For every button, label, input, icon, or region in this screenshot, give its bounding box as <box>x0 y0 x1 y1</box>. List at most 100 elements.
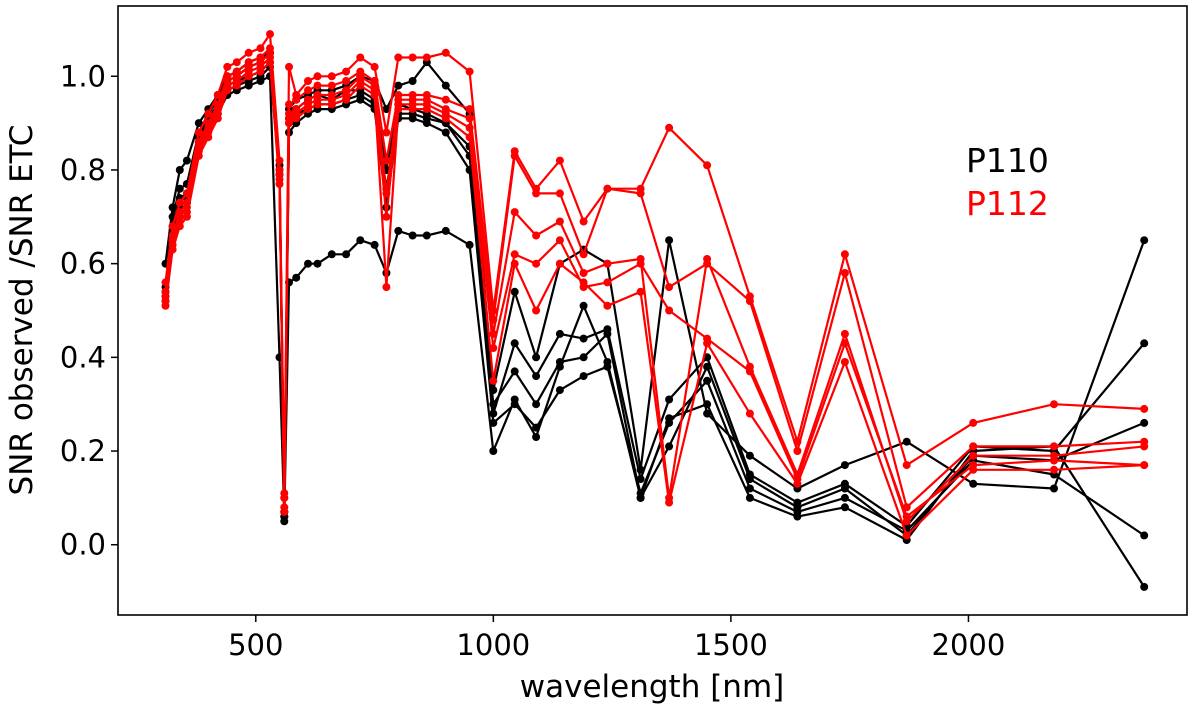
data-point <box>532 400 541 409</box>
data-point <box>194 119 203 128</box>
data-point <box>840 329 849 338</box>
data-point <box>232 81 241 90</box>
data-point <box>1140 531 1149 540</box>
series-layer <box>161 30 1149 591</box>
data-point <box>292 114 301 123</box>
data-point <box>292 273 301 282</box>
data-point <box>285 119 293 128</box>
data-point <box>665 236 674 245</box>
data-point <box>408 53 417 62</box>
data-point <box>356 53 365 62</box>
data-point <box>285 62 293 71</box>
data-point <box>489 409 498 418</box>
data-point <box>394 105 403 114</box>
data-point <box>665 306 674 315</box>
series-line <box>164 51 1146 513</box>
data-point <box>232 58 241 67</box>
data-point <box>840 503 849 512</box>
data-point <box>382 105 391 114</box>
data-point <box>408 231 417 240</box>
data-point <box>168 203 177 212</box>
data-point <box>422 105 431 114</box>
data-point <box>304 259 312 268</box>
series-p110-4 <box>161 72 1149 591</box>
data-point <box>555 189 564 198</box>
data-point <box>441 95 450 104</box>
data-point <box>603 278 612 287</box>
data-point <box>1050 400 1058 409</box>
data-point <box>969 465 978 474</box>
data-point <box>745 470 754 479</box>
data-point <box>356 236 365 245</box>
data-point <box>175 198 184 207</box>
data-point <box>793 479 802 488</box>
data-point <box>579 217 588 226</box>
x-tick-label: 1000 <box>456 628 530 662</box>
data-point <box>285 100 293 109</box>
data-point <box>382 283 391 292</box>
data-point <box>665 414 674 423</box>
data-point <box>555 259 564 268</box>
data-point <box>465 67 474 76</box>
data-point <box>342 95 351 104</box>
data-point <box>745 493 754 502</box>
data-point <box>840 269 849 277</box>
data-point <box>510 208 519 217</box>
data-point <box>665 123 674 132</box>
data-point <box>266 30 274 39</box>
data-point <box>532 306 541 315</box>
data-point <box>441 226 450 235</box>
data-point <box>489 447 498 455</box>
series-p110-1 <box>161 62 1149 540</box>
data-point <box>304 77 312 85</box>
data-point <box>532 231 541 240</box>
data-point <box>213 114 222 123</box>
data-point <box>441 48 450 57</box>
data-point <box>422 53 431 62</box>
data-point <box>313 81 322 90</box>
x-axis-label: wavelength [nm] <box>520 669 784 705</box>
data-point <box>840 339 849 348</box>
data-point <box>840 479 849 488</box>
data-point <box>489 376 498 385</box>
y-tick-label: 1.0 <box>60 59 106 93</box>
y-axis-label: SNR observed /SNR ETC <box>4 125 40 496</box>
data-point <box>465 123 474 132</box>
data-point <box>244 81 253 90</box>
data-point <box>579 334 588 343</box>
data-point <box>532 259 541 268</box>
data-point <box>489 386 498 395</box>
data-point <box>342 77 351 85</box>
data-point <box>394 81 403 90</box>
data-point <box>370 91 379 99</box>
data-point <box>256 77 265 85</box>
data-point <box>1050 484 1058 493</box>
plot-frame <box>117 5 1188 616</box>
data-point <box>636 465 645 474</box>
y-tick-label: 0.6 <box>60 247 106 281</box>
data-point <box>603 325 612 334</box>
data-point <box>510 287 519 296</box>
data-point <box>223 62 232 71</box>
legend-entry-p112: P112 <box>966 184 1049 223</box>
data-point <box>280 493 289 502</box>
data-point <box>532 353 541 362</box>
data-point <box>532 433 541 441</box>
data-point <box>194 151 203 160</box>
x-tick-label: 1500 <box>694 628 768 662</box>
data-point <box>579 250 588 259</box>
data-point <box>182 156 191 165</box>
y-axis: 0.0 0.2 0.4 0.6 0.8 1.0 <box>60 59 118 562</box>
data-point <box>555 156 564 165</box>
data-point <box>579 269 588 277</box>
data-point <box>1140 461 1149 470</box>
data-point <box>244 72 253 81</box>
data-point <box>532 372 541 381</box>
data-point <box>182 212 191 221</box>
data-point <box>161 301 170 310</box>
data-point <box>969 479 978 488</box>
data-point <box>266 58 274 67</box>
data-point <box>313 72 322 81</box>
data-point <box>579 301 588 310</box>
data-point <box>408 77 417 85</box>
